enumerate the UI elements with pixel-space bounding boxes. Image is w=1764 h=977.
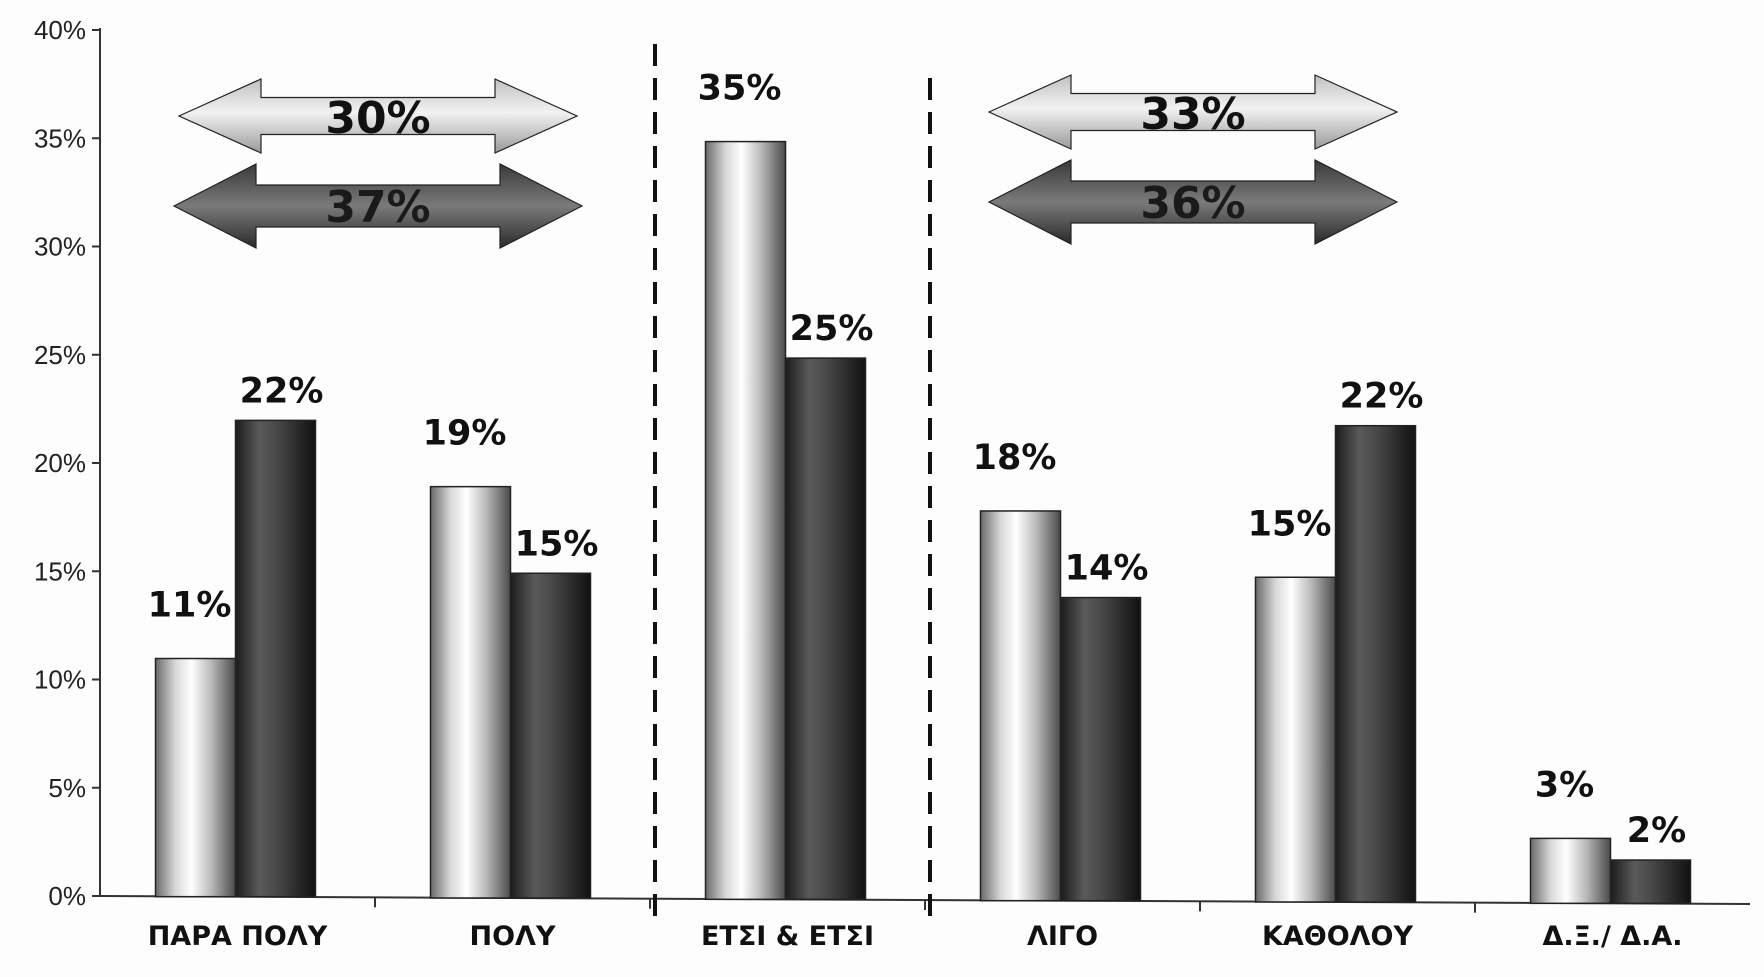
dark-double-arrow (172, 163, 584, 249)
labels-layer: ΠΑΡΑ ΠΟΛΥ ΠΟΛΥ ΕΤΣΙ & ΕΤΣΙ ΛΙΓΟ ΚΑΘΟΛΟΥ Δ.Ξ./… (148, 69, 1687, 952)
x-category-label: ΛΙΓΟ (1027, 921, 1098, 952)
x-category-label: ΠΟΛΥ (470, 921, 556, 952)
y-tick-label: 0% (48, 881, 86, 911)
y-tick-label: 40% (34, 15, 86, 45)
y-tick-label: 20% (34, 448, 86, 478)
bar-series-1 (1529, 837, 1612, 905)
bar-series-1 (154, 657, 237, 898)
separators-layer (653, 44, 932, 918)
data-label: 2% (1627, 811, 1686, 851)
light-double-arrow (987, 74, 1399, 150)
arrow-annotation-label: 33% (1140, 89, 1245, 140)
data-label: 19% (423, 414, 507, 454)
data-label: 35% (698, 69, 782, 109)
x-category-label: ΕΤΣΙ & ΕΤΣΙ (701, 921, 874, 952)
dark-double-arrow (987, 159, 1399, 245)
data-label: 25% (790, 309, 874, 349)
arrow-annotation-label: 30% (325, 93, 430, 144)
data-label: 18% (973, 438, 1057, 478)
bar-series-2 (234, 419, 317, 898)
y-tick-label: 35% (34, 123, 86, 153)
bar-series-2 (1609, 859, 1692, 905)
data-label: 3% (1535, 765, 1594, 805)
bar-series-2 (509, 572, 592, 899)
bar-series-1 (979, 510, 1062, 902)
bar-series-2 (1334, 424, 1417, 903)
y-tick-label: 15% (34, 556, 86, 586)
arrow-annotation-label: 37% (325, 182, 430, 233)
data-label: 22% (240, 371, 324, 411)
data-label: 15% (1248, 504, 1332, 544)
data-label: 14% (1065, 549, 1149, 589)
light-double-arrow (177, 78, 579, 154)
data-label: 22% (1340, 377, 1424, 417)
y-tick-label: 25% (34, 340, 86, 370)
axes-layer: 0% 5% 10% 15% 20% 25% 30% 35% 40% (34, 15, 1751, 913)
arrow-annotation-label: 36% (1140, 178, 1245, 229)
bar-series-2 (784, 357, 867, 901)
bar-series-1 (429, 485, 512, 899)
data-label: 11% (148, 586, 232, 626)
x-category-label: ΠΑΡΑ ΠΟΛΥ (148, 921, 328, 952)
bar-series-2 (1059, 596, 1142, 902)
bar-series-1 (1254, 576, 1337, 903)
bars-layer (154, 140, 1692, 905)
x-category-label: Δ.Ξ./ Δ.Α. (1542, 921, 1682, 952)
y-tick-label: 10% (34, 665, 86, 695)
bar-series-1 (704, 140, 787, 901)
y-tick-label: 30% (34, 232, 86, 262)
data-label: 15% (515, 524, 599, 564)
x-category-label: ΚΑΘΟΛΟΥ (1262, 921, 1414, 952)
arrows-layer: 30% 37% 33% 36% (172, 74, 1399, 249)
y-tick-label: 5% (48, 773, 86, 803)
